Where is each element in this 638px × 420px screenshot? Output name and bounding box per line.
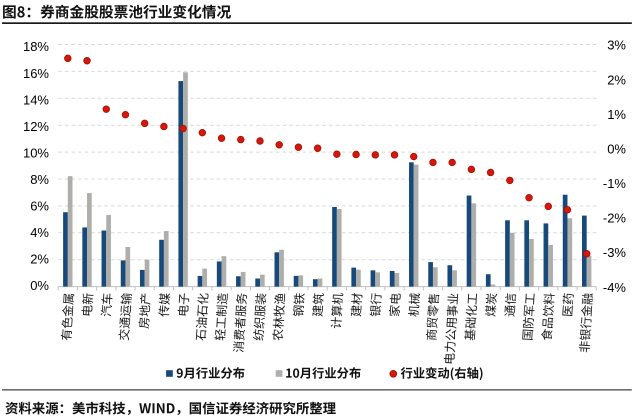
svg-text:-3%: -3% (603, 245, 627, 260)
svg-text:12%: 12% (23, 119, 49, 134)
svg-text:0%: 0% (30, 278, 49, 293)
svg-text:14%: 14% (23, 92, 49, 107)
svg-text:-1%: -1% (603, 176, 627, 191)
svg-text:0%: 0% (607, 142, 626, 157)
svg-text:-4%: -4% (603, 280, 627, 295)
svg-text:8%: 8% (30, 172, 49, 187)
svg-text:10%: 10% (23, 145, 49, 160)
svg-text:18%: 18% (23, 39, 49, 54)
svg-text:4%: 4% (30, 225, 49, 240)
svg-text:3%: 3% (607, 38, 626, 53)
svg-text:2%: 2% (30, 252, 49, 267)
svg-text:16%: 16% (23, 66, 49, 81)
svg-text:6%: 6% (30, 199, 49, 214)
svg-text:2%: 2% (607, 72, 626, 87)
svg-text:-2%: -2% (603, 211, 627, 226)
svg-text:1%: 1% (607, 107, 626, 122)
